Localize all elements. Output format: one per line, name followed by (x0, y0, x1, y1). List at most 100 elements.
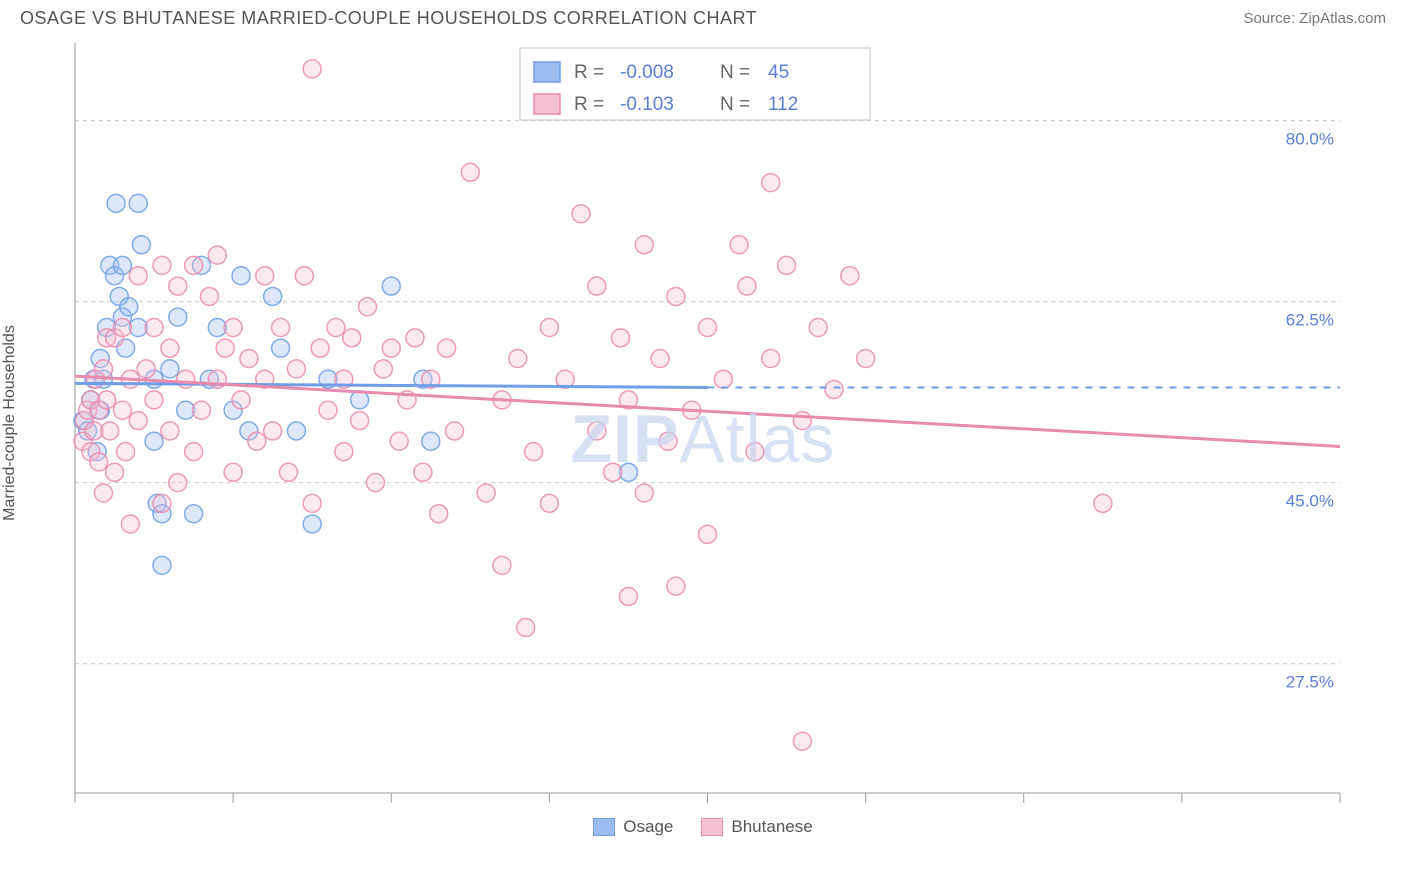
data-point-bhutanese (517, 618, 535, 636)
data-point-bhutanese (121, 515, 139, 533)
x-tick-label: 0.0% (69, 812, 108, 813)
data-point-bhutanese (699, 318, 717, 336)
data-point-bhutanese (137, 360, 155, 378)
data-point-bhutanese (335, 443, 353, 461)
data-point-bhutanese (651, 350, 669, 368)
legend-top (520, 48, 870, 120)
data-point-bhutanese (525, 443, 543, 461)
data-point-osage (161, 360, 179, 378)
legend-r-label: R = (574, 62, 604, 83)
data-point-bhutanese (635, 484, 653, 502)
data-point-bhutanese (327, 318, 345, 336)
data-point-bhutanese (1094, 494, 1112, 512)
data-point-bhutanese (604, 463, 622, 481)
y-tick-label: 62.5% (1286, 311, 1334, 330)
chart-container: Married-couple Households 27.5%45.0%62.5… (20, 33, 1386, 813)
data-point-bhutanese (714, 370, 732, 388)
legend-swatch-bhutanese (534, 94, 560, 114)
legend-bottom: Osage Bhutanese (0, 813, 1406, 837)
chart-title: OSAGE VS BHUTANESE MARRIED-COUPLE HOUSEH… (20, 8, 757, 29)
legend-r-value-osage: -0.008 (620, 62, 674, 83)
data-point-bhutanese (366, 474, 384, 492)
data-point-bhutanese (129, 412, 147, 430)
data-point-bhutanese (793, 732, 811, 750)
data-point-bhutanese (208, 246, 226, 264)
data-point-bhutanese (414, 463, 432, 481)
data-point-osage (264, 287, 282, 305)
legend-n-label: N = (720, 62, 750, 83)
data-point-bhutanese (746, 443, 764, 461)
trendline-osage (75, 383, 708, 387)
data-point-osage (382, 277, 400, 295)
data-point-osage (132, 236, 150, 254)
data-point-osage (272, 339, 290, 357)
data-point-bhutanese (185, 443, 203, 461)
data-point-bhutanese (461, 163, 479, 181)
data-point-bhutanese (169, 474, 187, 492)
data-point-bhutanese (303, 494, 321, 512)
data-point-bhutanese (169, 277, 187, 295)
data-point-bhutanese (145, 391, 163, 409)
data-point-bhutanese (343, 329, 361, 347)
data-point-osage (232, 267, 250, 285)
scatter-plot: 27.5%45.0%62.5%80.0%0.0%80.0%R =-0.008N … (20, 33, 1360, 813)
data-point-bhutanese (224, 318, 242, 336)
data-point-bhutanese (659, 432, 677, 450)
data-point-bhutanese (287, 360, 305, 378)
data-point-bhutanese (667, 287, 685, 305)
data-point-bhutanese (572, 205, 590, 223)
data-point-bhutanese (200, 287, 218, 305)
data-point-bhutanese (857, 350, 875, 368)
legend-n-label: N = (720, 94, 750, 115)
data-point-bhutanese (153, 256, 171, 274)
data-point-bhutanese (311, 339, 329, 357)
data-point-bhutanese (619, 587, 637, 605)
data-point-bhutanese (113, 318, 131, 336)
data-point-bhutanese (232, 391, 250, 409)
data-point-bhutanese (303, 60, 321, 78)
data-point-osage (120, 298, 138, 316)
data-point-bhutanese (295, 267, 313, 285)
data-point-osage (287, 422, 305, 440)
data-point-osage (113, 256, 131, 274)
data-point-osage (107, 194, 125, 212)
data-point-bhutanese (161, 339, 179, 357)
data-point-bhutanese (256, 267, 274, 285)
data-point-bhutanese (493, 556, 511, 574)
data-point-bhutanese (351, 412, 369, 430)
data-point-bhutanese (248, 432, 266, 450)
data-point-bhutanese (359, 298, 377, 316)
source-label: Source: ZipAtlas.com (1243, 10, 1386, 27)
data-point-bhutanese (406, 329, 424, 347)
data-point-bhutanese (117, 443, 135, 461)
data-point-bhutanese (94, 484, 112, 502)
data-point-bhutanese (667, 577, 685, 595)
data-point-bhutanese (809, 318, 827, 336)
data-point-bhutanese (185, 256, 203, 274)
data-point-bhutanese (738, 277, 756, 295)
data-point-bhutanese (540, 494, 558, 512)
data-point-bhutanese (540, 318, 558, 336)
data-point-bhutanese (224, 463, 242, 481)
legend-r-value-bhutanese: -0.103 (620, 94, 674, 115)
data-point-bhutanese (446, 422, 464, 440)
data-point-bhutanese (430, 505, 448, 523)
y-tick-label: 45.0% (1286, 492, 1334, 511)
data-point-osage (185, 505, 203, 523)
y-tick-label: 80.0% (1286, 130, 1334, 149)
data-point-bhutanese (98, 391, 116, 409)
data-point-bhutanese (588, 422, 606, 440)
data-point-bhutanese (699, 525, 717, 543)
data-point-bhutanese (635, 236, 653, 254)
data-point-bhutanese (825, 381, 843, 399)
data-point-bhutanese (382, 339, 400, 357)
legend-bottom-swatch-bhutanese (701, 818, 723, 836)
data-point-bhutanese (113, 401, 131, 419)
legend-bottom-item-osage: Osage (593, 817, 673, 837)
legend-bottom-label-bhutanese: Bhutanese (731, 817, 812, 837)
data-point-bhutanese (374, 360, 392, 378)
data-point-osage (422, 432, 440, 450)
data-point-bhutanese (793, 412, 811, 430)
legend-r-label: R = (574, 94, 604, 115)
data-point-bhutanese (477, 484, 495, 502)
